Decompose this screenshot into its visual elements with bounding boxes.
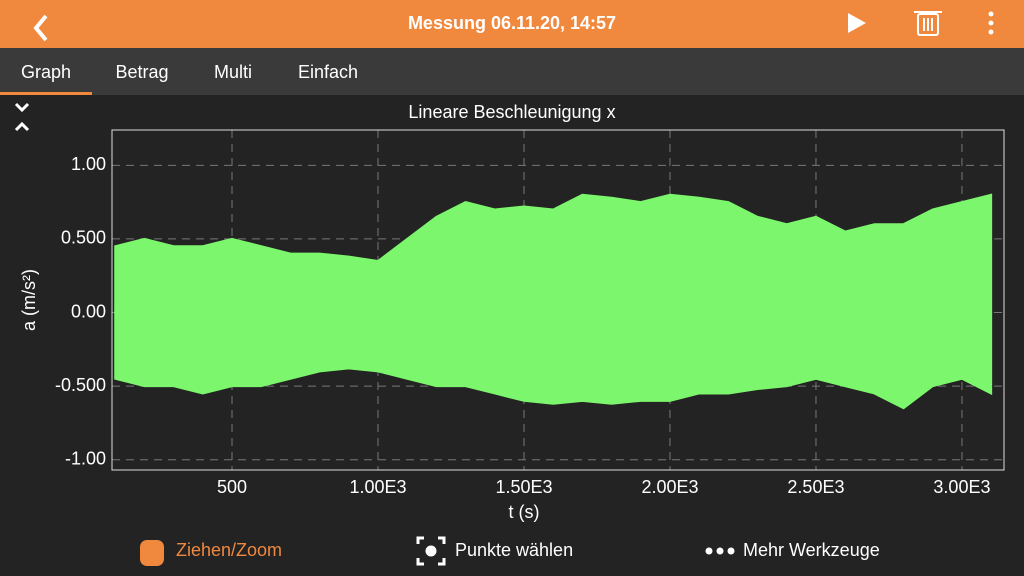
more-tools-icon[interactable] [705, 547, 735, 555]
tool-button[interactable]: Punkte wählen [455, 540, 573, 560]
chart-title: Lineare Beschleunigung x [408, 102, 615, 122]
x-axis-label: t (s) [509, 502, 540, 522]
menu-button[interactable] [988, 11, 994, 35]
collapse-button[interactable] [14, 102, 30, 132]
y-tick-label: 1.00 [71, 154, 106, 174]
plot-frame [111, 129, 1005, 471]
drag-zoom-icon[interactable] [140, 540, 164, 566]
header-title: Messung 06.11.20, 14:57 [408, 13, 616, 33]
tab[interactable]: Betrag [115, 62, 168, 82]
signal-area [114, 193, 993, 314]
tool-button[interactable]: Mehr Werkzeuge [743, 540, 880, 560]
x-tick-label: 3.00E3 [933, 477, 990, 497]
tab-indicator [0, 92, 92, 95]
tool-button[interactable]: Ziehen/Zoom [176, 540, 282, 560]
x-tick-label: 2.00E3 [641, 477, 698, 497]
y-tick-label: -1.00 [65, 448, 106, 468]
x-tick-label: 2.50E3 [787, 477, 844, 497]
tab[interactable]: Graph [21, 62, 71, 82]
tab-bar [0, 48, 1024, 95]
play-button[interactable] [848, 13, 866, 33]
select-points-icon[interactable] [416, 536, 446, 566]
back-button[interactable] [33, 14, 48, 42]
plot [112, 130, 1004, 470]
y-axis-label: a (m/s²) [19, 269, 39, 331]
tab[interactable]: Multi [214, 62, 252, 82]
x-tick-label: 1.00E3 [349, 477, 406, 497]
x-tick-label: 1.50E3 [495, 477, 552, 497]
y-tick-label: 0.500 [61, 228, 106, 248]
signal-area [114, 311, 993, 410]
y-tick-label: -0.500 [55, 375, 106, 395]
x-tick-label: 500 [217, 477, 247, 497]
tab[interactable]: Einfach [298, 62, 358, 82]
delete-button[interactable] [914, 11, 942, 36]
y-tick-label: 0.00 [71, 301, 106, 321]
